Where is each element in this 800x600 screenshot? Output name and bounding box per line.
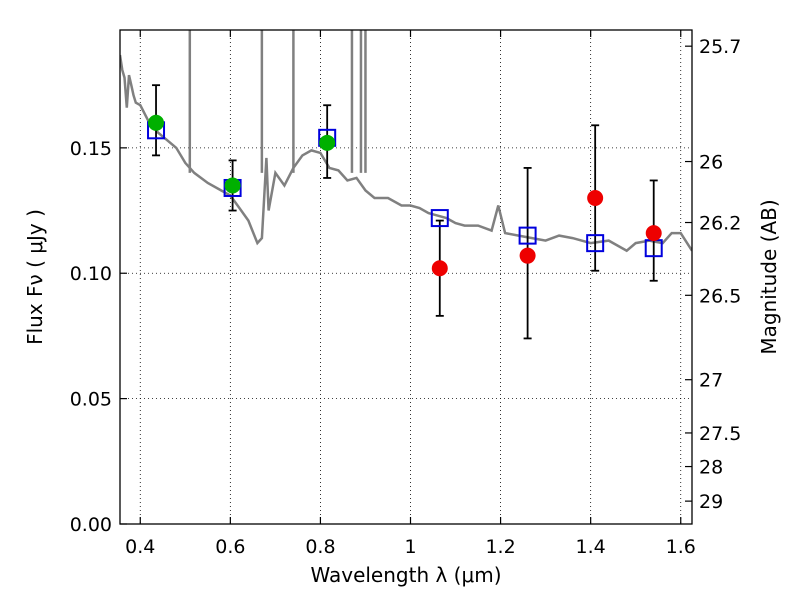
y-tick-label: 0.10: [70, 263, 112, 285]
error-bars: [152, 84, 658, 340]
model-photometry-square: [586, 234, 605, 253]
x-tick-label: 1: [404, 536, 416, 558]
observed-point-infrared: [587, 190, 604, 207]
axis-ticks: 0.4 0.6 0.8 1 1.2 1.4 1.6 0.00 0.05 0.10 0.15 25.7 2…: [70, 30, 741, 558]
model-photometry-square: [430, 209, 449, 228]
observed-point-infrared: [519, 247, 536, 264]
right-tick-label: 26.5: [699, 285, 741, 307]
grid: [120, 30, 692, 525]
observed-point-optical: [319, 134, 336, 151]
right-tick-label: 28: [699, 457, 723, 479]
right-tick-label: 26: [699, 152, 723, 174]
y-tick-label: 0.05: [70, 389, 112, 411]
x-tick-label: 1.6: [666, 536, 696, 558]
model-photometry: [147, 121, 663, 258]
x-tick-label: 0.6: [215, 536, 245, 558]
model-photometry-square: [518, 226, 537, 245]
y-tick-label: 0.15: [70, 138, 112, 160]
y-tick-label: 0.00: [70, 514, 112, 536]
observed-points: [148, 114, 662, 277]
model-spectrum-line: [120, 54, 692, 253]
x-tick-label: 1.2: [485, 536, 515, 558]
x-tick-label: 0.4: [125, 536, 155, 558]
x-axis-label: Wavelength λ (μm): [310, 563, 501, 587]
model-spectrum: [120, 30, 692, 253]
y-axis-label-right: Magnitude (AB): [757, 199, 781, 354]
observed-point-infrared: [431, 260, 448, 277]
right-tick-label: 25.7: [699, 36, 741, 58]
plot-frame: [119, 29, 693, 525]
observed-point-infrared: [645, 225, 662, 242]
axis-labels: Wavelength λ (μm) Flux Fν ( μJy ) Magnit…: [23, 199, 781, 587]
observed-point-optical: [148, 114, 165, 131]
x-tick-label: 0.8: [305, 536, 335, 558]
right-tick-label: 29: [699, 491, 723, 513]
right-tick-label: 26.2: [699, 213, 741, 235]
x-tick-label: 1.4: [576, 536, 606, 558]
right-tick-label: 27: [699, 370, 723, 392]
right-tick-label: 27.5: [699, 423, 741, 445]
observed-point-optical: [224, 177, 241, 194]
y-axis-label-left: Flux Fν ( μJy ): [23, 209, 47, 345]
